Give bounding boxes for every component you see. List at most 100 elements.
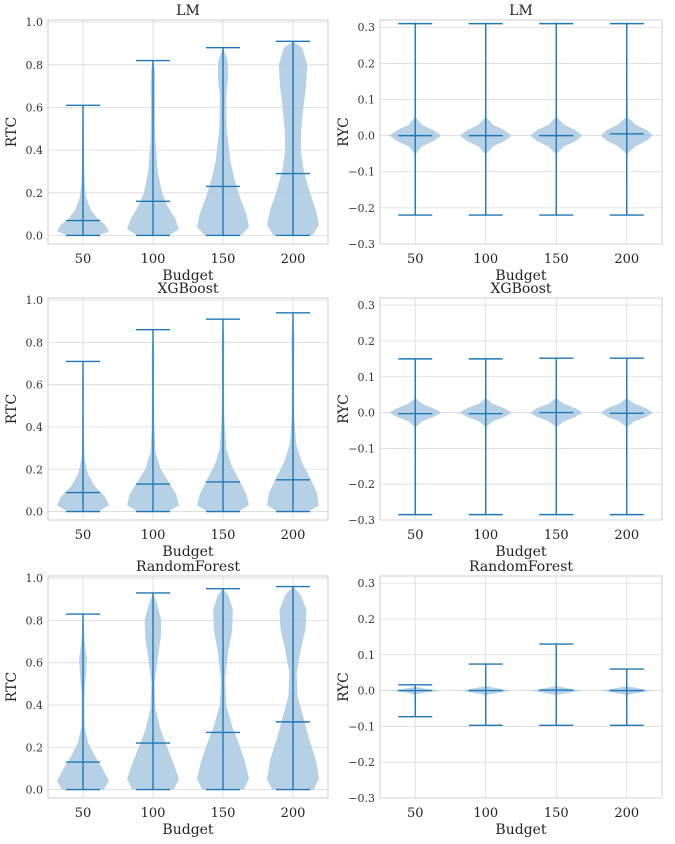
x-tick-label: 200 (614, 806, 639, 821)
y-tick-label: 0.1 (358, 371, 376, 384)
chart-panel-rf-ryc: −0.3 −0.2 −0.1 0.0 0.1 0.2 0.3 50 100 150 200 Rando… (336, 559, 663, 838)
violin-200 (600, 668, 653, 727)
y-tick-label: 0.2 (26, 741, 44, 754)
violin-50 (389, 684, 442, 718)
y-tick-label: −0.2 (348, 202, 375, 215)
violin-150 (530, 357, 583, 516)
x-tick-label: 200 (281, 252, 306, 267)
x-axis-label: Budget (162, 544, 214, 560)
y-tick-label: 0.2 (358, 613, 376, 626)
violin-100 (459, 663, 512, 727)
y-tick-label: 0.3 (358, 577, 376, 590)
violin-200 (267, 40, 319, 237)
y-tick-label: 0.6 (26, 379, 44, 392)
chart-panel-xgb-ryc: −0.3 −0.2 −0.1 0.0 0.1 0.2 0.3 50 100 150 200 XGBoo… (336, 281, 663, 560)
x-tick-label: 200 (281, 806, 306, 821)
x-axis-label: Budget (495, 544, 547, 560)
y-tick-label: 0.8 (26, 614, 44, 627)
chart-title: XGBoost (157, 281, 218, 297)
y-tick-label: 0.4 (26, 699, 44, 712)
violin-50 (57, 360, 109, 513)
chart-panel-xgb-rtc: 0.0 0.2 0.4 0.6 0.8 1.0 50 100 150 200 XGBoost Budg… (4, 281, 329, 560)
y-tick-label: 0.2 (358, 335, 376, 348)
chart-title: LM (509, 3, 533, 19)
violin-50 (389, 22, 442, 216)
y-tick-label: 1.0 (26, 572, 44, 585)
violin-100 (127, 59, 179, 237)
y-tick-label: −0.1 (348, 442, 375, 455)
violin-200 (267, 585, 319, 791)
y-tick-label: −0.3 (348, 514, 375, 527)
y-tick-label: −0.2 (348, 478, 375, 491)
y-tick-label: −0.3 (348, 792, 375, 805)
x-tick-label: 150 (544, 528, 569, 543)
x-tick-label: 100 (141, 252, 166, 267)
y-tick-label: 0.1 (358, 93, 376, 106)
violin-100 (127, 329, 179, 513)
chart-title: XGBoost (490, 281, 551, 297)
x-tick-label: 50 (75, 252, 92, 267)
chart-title: RandomForest (469, 559, 573, 575)
y-tick-label: −0.3 (348, 238, 375, 251)
y-tick-label: 0.0 (358, 685, 376, 698)
y-tick-label: 0.2 (358, 57, 376, 70)
violin-100 (127, 592, 179, 791)
plot-area (379, 575, 663, 799)
y-tick-label: 0.8 (26, 59, 44, 72)
violin-100 (459, 358, 512, 516)
x-tick-label: 200 (614, 252, 639, 267)
y-tick-label: 1.0 (26, 294, 44, 307)
violin-150 (197, 47, 249, 237)
x-axis-label: Budget (495, 268, 547, 284)
y-tick-label: 0.6 (26, 101, 44, 114)
y-axis-label: RTC (4, 394, 20, 424)
violin-150 (530, 22, 583, 216)
x-tick-label: 150 (211, 806, 236, 821)
y-tick-label: 0.8 (26, 336, 44, 349)
x-tick-label: 100 (473, 806, 498, 821)
x-tick-label: 50 (75, 528, 92, 543)
y-tick-label: 0.0 (26, 784, 44, 797)
chart-panel-lm-ryc: −0.3 −0.2 −0.1 0.0 0.1 0.2 0.3 50 100 150 200 LM Bud… (336, 3, 663, 284)
y-tick-label: −0.1 (348, 166, 375, 179)
y-tick-label: −0.2 (348, 756, 375, 769)
violin-200 (600, 22, 653, 216)
y-axis-label: RTC (4, 672, 20, 702)
violin-50 (57, 104, 109, 237)
x-tick-label: 50 (407, 528, 424, 543)
y-tick-label: 0.3 (358, 21, 376, 34)
violin-150 (197, 587, 249, 791)
y-tick-label: 0.4 (26, 144, 44, 157)
y-tick-label: 0.1 (358, 649, 376, 662)
y-tick-label: 0.2 (26, 463, 44, 476)
chart-title: LM (176, 3, 200, 19)
chart-panel-rf-rtc: 0.0 0.2 0.4 0.6 0.8 1.0 50 100 150 200 RandomFores… (4, 559, 329, 838)
y-tick-label: 0.0 (358, 130, 376, 143)
x-tick-label: 100 (473, 252, 498, 267)
y-tick-label: 0.2 (26, 187, 44, 200)
x-tick-label: 150 (211, 528, 236, 543)
y-tick-label: 1.0 (26, 16, 44, 29)
x-tick-label: 150 (544, 806, 569, 821)
y-tick-label: −0.1 (348, 720, 375, 733)
violin-200 (600, 357, 653, 516)
x-tick-label: 150 (544, 252, 569, 267)
y-axis-label: RYC (336, 394, 352, 424)
x-axis-label: Budget (162, 268, 214, 284)
x-tick-label: 100 (473, 528, 498, 543)
y-axis-label: RYC (336, 117, 352, 147)
x-tick-label: 150 (211, 252, 236, 267)
x-tick-label: 200 (281, 528, 306, 543)
x-tick-label: 50 (407, 806, 424, 821)
y-axis-label: RTC (4, 117, 20, 147)
x-tick-label: 100 (141, 806, 166, 821)
violin-100 (459, 22, 512, 216)
x-axis-label: Budget (162, 822, 214, 838)
y-tick-label: 0.4 (26, 421, 44, 434)
y-tick-label: 0.0 (26, 506, 44, 519)
violin-200 (267, 312, 319, 513)
chart-title: RandomForest (136, 559, 240, 575)
violin-50 (57, 613, 109, 791)
y-tick-label: 0.0 (26, 229, 44, 242)
